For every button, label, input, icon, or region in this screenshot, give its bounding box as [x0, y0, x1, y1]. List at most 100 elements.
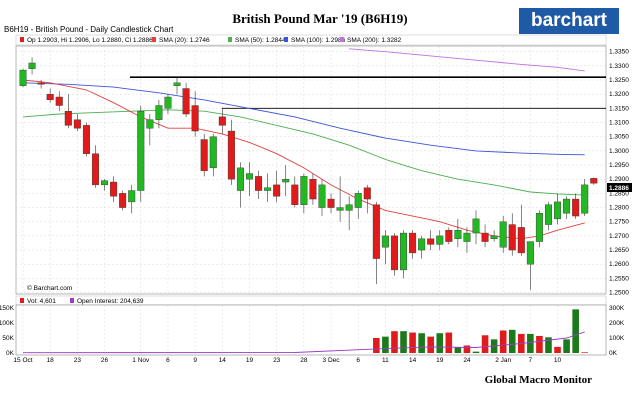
y-tick-label: 1.2900 [609, 176, 629, 183]
candle-body [445, 230, 453, 242]
volume-bar [545, 337, 552, 353]
open-interest-line [22, 331, 585, 354]
candle-body [363, 187, 371, 200]
candle-body [345, 204, 353, 211]
x-tick-label: 23 [74, 357, 82, 364]
candle-body [110, 181, 118, 197]
x-tick-label: 1 Nov [132, 357, 150, 364]
x-tick-label: 9 [193, 357, 197, 364]
candle-body [128, 190, 136, 203]
last-price-box [607, 183, 632, 192]
volume-bar [427, 336, 434, 353]
x-tick-label: 2 Jan [495, 357, 511, 364]
x-tick-label: 26 [101, 357, 109, 364]
candle-body [581, 184, 589, 214]
x-tick-label: 18 [47, 357, 55, 364]
y-tick-label: 1.3350 [609, 49, 629, 56]
candle-body [73, 119, 81, 129]
y-tick-label: 1.2950 [609, 162, 629, 169]
x-tick-label: 14 [409, 357, 417, 364]
volume-bar [400, 331, 407, 353]
sma100-line [22, 82, 585, 156]
candle-body [200, 139, 208, 171]
open-interest-line [22, 331, 585, 354]
candle-body [318, 184, 326, 208]
volume-bar [436, 333, 444, 353]
x-tick-label: 14 [219, 357, 227, 364]
candle-body [300, 176, 308, 205]
candle-body [472, 218, 480, 234]
candle-body [499, 221, 507, 248]
price-axis: 1.3350 1.3300 1.3250 1.3200 1.3150 1.3100 1.30… [609, 49, 629, 297]
candle-body [227, 130, 235, 180]
y-tick-label: 1.3300 [609, 63, 629, 70]
y-tick-label: 1.2850 [609, 190, 629, 197]
candle-body [101, 180, 109, 186]
candle-body [481, 232, 489, 242]
volume-bar [563, 339, 570, 353]
sma50-legend: SMA (50): 1.2844 [235, 37, 286, 44]
ohlc-legend-swatch [20, 37, 24, 42]
sma50-legend-swatch [228, 37, 232, 42]
candle-body [354, 193, 362, 208]
candle-body [517, 227, 525, 254]
candle-body [454, 230, 462, 239]
y-tick-label: 1.3200 [609, 91, 629, 98]
candle-body [508, 224, 516, 251]
candle-body [146, 119, 154, 129]
y-tick-label: 1.3150 [609, 105, 629, 112]
candle-body [436, 235, 444, 245]
vol-legend: Vol: 4,601 [27, 298, 56, 305]
volume-bar [463, 345, 471, 353]
candle-body [490, 235, 498, 239]
y-tick-label: 1.3050 [609, 134, 629, 141]
candle-body [155, 105, 163, 120]
ohlc-legend: Op 1.2903, Hi 1.2906, Lo 1.2880, Cl 1.28… [27, 37, 153, 44]
vol-tick-right: 100K [609, 335, 625, 342]
candle-body [291, 184, 299, 205]
candle-body [46, 93, 54, 101]
candle-body [463, 232, 471, 242]
volume-bar [527, 333, 534, 353]
volume-bar [472, 351, 480, 353]
last-price-label: 1.2886 [609, 185, 629, 192]
candle-body [182, 88, 190, 115]
candle-body [554, 201, 562, 220]
x-tick-label: 15 Oct [13, 357, 32, 364]
candle-body [19, 69, 27, 86]
candle-body [390, 235, 398, 271]
candle-body [526, 241, 534, 265]
candle-body [264, 187, 272, 191]
volume-bar [391, 331, 398, 353]
vol-tick-right: 200K [609, 320, 625, 327]
candle-body [164, 96, 172, 109]
sma200-legend: SMA (200): 1.3282 [347, 37, 402, 44]
volume-bar [572, 309, 579, 353]
chart-label: B6H19 - British Pound - Daily Candlestic… [4, 25, 174, 34]
candle-body [55, 96, 63, 106]
vol-tick-left: 50K [2, 335, 14, 342]
y-tick-label: 1.2750 [609, 219, 629, 226]
volume-bar [409, 332, 416, 353]
y-tick-label: 1.3250 [609, 77, 629, 84]
y-tick-label: 1.2800 [609, 205, 629, 212]
sma20-line [22, 79, 585, 240]
x-tick-label: 3 Dec [323, 357, 341, 364]
volume-bar [373, 338, 380, 353]
candle-body [372, 204, 380, 259]
volume-bar [536, 335, 543, 353]
brand-logo[interactable]: barchart [519, 8, 619, 34]
candle-body [28, 62, 36, 69]
candle-body [381, 235, 389, 248]
candle-body [82, 125, 90, 154]
y-tick-label: 1.3100 [609, 120, 629, 127]
candle-body [309, 179, 317, 200]
vol-tick-left: 100K [0, 320, 15, 327]
sma20-legend: SMA (20): 1.2746 [159, 37, 210, 44]
volume-bar [581, 352, 589, 353]
date-axis: 15 Oct 18 23 26 1 Nov 6 9 14 19 23 28 3 Dec 6 11 14 19 2… [13, 357, 561, 364]
volume-bar [481, 335, 489, 353]
chart-title: British Pound Mar '19 (B6H19) [232, 11, 408, 26]
candle-body [255, 176, 263, 191]
